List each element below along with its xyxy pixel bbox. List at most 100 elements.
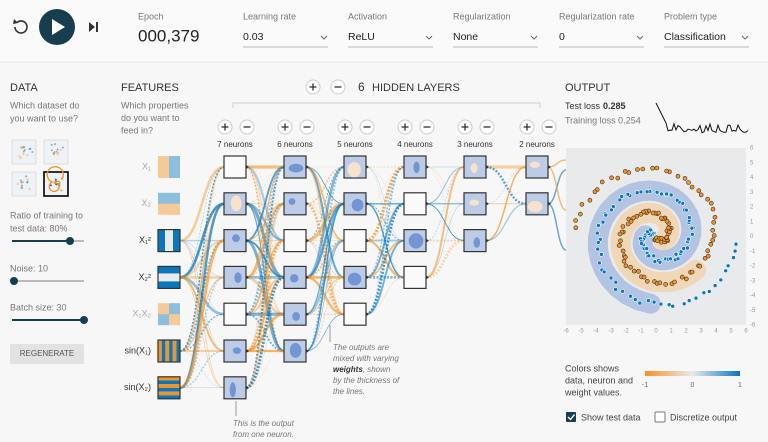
neuron[interactable]	[283, 229, 309, 253]
data-point	[689, 184, 695, 190]
color-note: data, neuron and	[565, 375, 633, 385]
thumbnail-dot	[21, 147, 24, 150]
input-feature[interactable]: X₁X₂	[132, 303, 180, 326]
remove-neuron-button[interactable]	[541, 119, 557, 135]
remove-neuron-button[interactable]	[419, 119, 435, 135]
data-point	[693, 295, 699, 301]
feature-border	[157, 265, 181, 289]
dropdown-arrow	[530, 35, 538, 40]
reset-button[interactable]	[13, 19, 28, 34]
play-button[interactable]	[39, 9, 75, 45]
y-tick-label: -3	[750, 278, 756, 284]
checkbox-box	[566, 412, 576, 422]
neuron[interactable]	[283, 302, 309, 326]
y-tick-label: -2	[750, 264, 756, 270]
neuron-pattern	[408, 233, 424, 249]
neuron[interactable]	[223, 302, 249, 326]
regenerate-button[interactable]: REGENERATE	[10, 344, 84, 364]
remove-neuron-button[interactable]	[359, 119, 375, 135]
dropdown[interactable]: 0.03	[243, 31, 328, 48]
neuron[interactable]	[283, 265, 309, 289]
remove-neuron-button[interactable]	[299, 119, 315, 135]
input-feature[interactable]: X₁	[142, 156, 180, 178]
neuron-pattern	[469, 199, 480, 206]
add-neuron-button[interactable]	[519, 119, 535, 135]
neuron[interactable]	[223, 155, 249, 179]
feature-pattern	[158, 340, 162, 362]
neuron[interactable]	[223, 376, 249, 400]
data-point	[708, 242, 714, 247]
neuron[interactable]	[223, 339, 249, 363]
neuron-pattern	[289, 343, 302, 358]
thumbnail-dot	[57, 151, 60, 154]
weight-link	[425, 165, 465, 279]
weight-link	[179, 165, 225, 242]
dataset-thumbnail[interactable]	[43, 166, 69, 197]
input-feature[interactable]: X₂	[142, 192, 181, 215]
neuron[interactable]	[223, 192, 249, 216]
data-point	[705, 196, 710, 202]
data-point	[623, 254, 628, 260]
add-neuron-button[interactable]	[217, 119, 233, 135]
input-feature[interactable]: sin(X₁)	[124, 339, 181, 363]
data-point	[723, 268, 729, 274]
layer-count: 6	[358, 80, 365, 94]
neuron[interactable]	[403, 229, 429, 253]
remove-layer-button[interactable]	[330, 79, 346, 95]
dataset-thumbnail[interactable]	[11, 139, 37, 165]
thumbnail-dot	[26, 178, 29, 181]
add-neuron-button[interactable]	[337, 119, 353, 135]
step-button[interactable]	[89, 22, 98, 32]
dropdown-value: 0.03	[243, 31, 264, 43]
neuron[interactable]	[343, 229, 369, 253]
neuron[interactable]	[403, 265, 429, 289]
feature-pattern	[158, 314, 169, 326]
neuron[interactable]	[343, 155, 369, 179]
feature-pattern	[158, 303, 169, 315]
annotation: The outputs are	[333, 343, 390, 352]
data-point	[651, 299, 657, 305]
neuron[interactable]	[223, 229, 249, 253]
add-layer-button[interactable]	[305, 79, 321, 95]
data-point	[712, 215, 718, 220]
add-neuron-button[interactable]	[457, 119, 473, 135]
show-test-checkbox[interactable]: Show test data	[566, 412, 641, 422]
data-point	[706, 289, 712, 294]
neuron[interactable]	[463, 155, 489, 179]
data-point	[635, 167, 640, 172]
dropdown[interactable]: None	[453, 31, 538, 48]
input-feature[interactable]: X₂²	[139, 265, 181, 289]
neuron[interactable]	[283, 192, 309, 216]
remove-neuron-button[interactable]	[239, 119, 255, 135]
dropdown[interactable]: ReLU	[348, 31, 433, 48]
neuron[interactable]	[283, 155, 309, 179]
neuron[interactable]	[223, 265, 249, 289]
neuron[interactable]	[525, 155, 551, 179]
dropdown[interactable]: 0	[559, 31, 644, 48]
dropdown[interactable]: Classification	[664, 31, 749, 48]
neuron-bg	[223, 302, 247, 326]
dataset-thumbnail[interactable]	[11, 171, 37, 197]
neuron[interactable]	[403, 192, 429, 216]
neuron[interactable]	[283, 339, 309, 363]
x-tick-label: 6	[744, 329, 748, 335]
neuron[interactable]	[403, 155, 429, 179]
dataset-thumbnail[interactable]	[43, 139, 69, 165]
input-feature[interactable]: sin(X₂)	[124, 376, 181, 400]
neuron[interactable]	[463, 192, 489, 216]
discretize-checkbox[interactable]: Discretize output	[654, 411, 738, 423]
add-neuron-button[interactable]	[397, 119, 413, 135]
remove-neuron-button[interactable]	[479, 119, 495, 135]
neuron[interactable]	[463, 229, 489, 253]
checkbox-label: Discretize output	[670, 412, 738, 422]
neuron[interactable]	[343, 265, 369, 289]
slider[interactable]	[12, 316, 88, 324]
neuron[interactable]	[343, 302, 369, 326]
neuron[interactable]	[525, 192, 551, 216]
slider[interactable]	[12, 237, 84, 245]
neuron[interactable]	[343, 192, 369, 216]
slider[interactable]	[10, 277, 84, 285]
data-point	[601, 269, 607, 275]
input-feature[interactable]: X₁²	[139, 229, 181, 253]
add-neuron-button[interactable]	[277, 119, 293, 135]
